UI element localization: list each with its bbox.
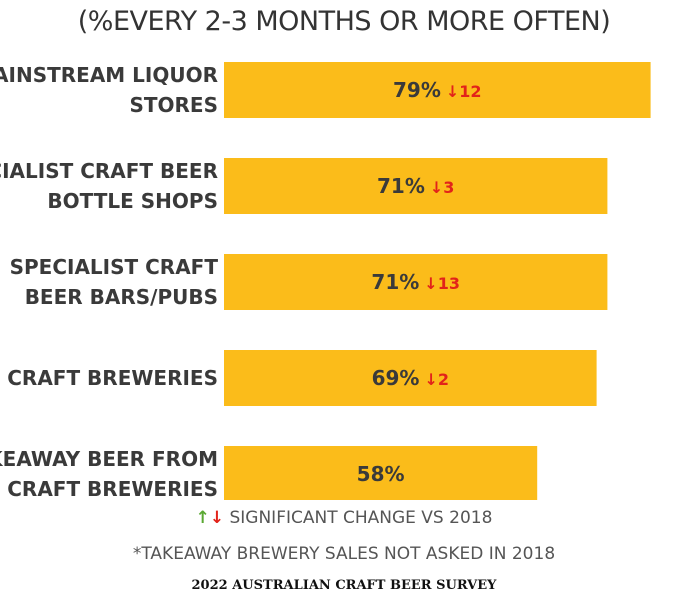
value-label: 58% bbox=[357, 462, 405, 486]
category-label: CRAFT BREWERIES bbox=[7, 477, 218, 500]
category-label: STORES bbox=[129, 93, 218, 117]
change-label: ↓12 bbox=[446, 82, 482, 101]
bar-chart: MAINSTREAM LIQUOR STORES 79% ↓12 SPECIALIST … bbox=[0, 62, 651, 500]
bar-0 bbox=[224, 62, 651, 118]
bar-3 bbox=[224, 350, 597, 406]
data-label: 79% ↓12 bbox=[393, 78, 482, 102]
legend-up-arrow-icon: ↑ bbox=[195, 508, 210, 528]
bar-2 bbox=[224, 254, 608, 310]
legend-text: SIGNIFICANT CHANGE VS 2018 bbox=[229, 508, 493, 528]
data-label: 71% ↓3 bbox=[377, 174, 454, 198]
bar-4 bbox=[224, 446, 538, 500]
source-credit: 2022 AUSTRALIAN CRAFT BEER SURVEY bbox=[191, 578, 497, 593]
value-label: 79% bbox=[393, 78, 441, 102]
change-label: ↓3 bbox=[430, 178, 455, 197]
change-label: ↓2 bbox=[424, 370, 449, 389]
category-label: MAINSTREAM LIQUOR bbox=[0, 63, 218, 87]
category-label: CRAFT BREWERIES bbox=[7, 366, 218, 390]
value-label: 69% bbox=[372, 366, 420, 390]
data-label: 58% bbox=[357, 462, 405, 486]
value-label: 71% bbox=[371, 270, 419, 294]
footnote: *TAKEAWAY BREWERY SALES NOT ASKED IN 201… bbox=[132, 544, 556, 564]
category-label: BOTTLE SHOPS bbox=[47, 189, 218, 213]
category-label: SPECIALIST CRAFT BEER bbox=[0, 159, 218, 183]
category-label: BEER BARS/PUBS bbox=[25, 285, 218, 309]
legend: ↑↓ SIGNIFICANT CHANGE VS 2018 bbox=[0, 508, 688, 528]
category-label: SPECIALIST CRAFT bbox=[10, 255, 219, 279]
value-label: 71% bbox=[377, 174, 425, 198]
data-label: 71% ↓13 bbox=[371, 270, 460, 294]
data-label: 69% ↓2 bbox=[372, 366, 449, 390]
change-label: ↓13 bbox=[424, 274, 460, 293]
chart-title: (%EVERY 2-3 MONTHS OR MORE OFTEN) bbox=[77, 6, 611, 37]
legend-down-arrow-icon: ↓ bbox=[209, 508, 225, 528]
bar-1 bbox=[224, 158, 608, 214]
category-label: TAKEAWAY BEER FROM bbox=[0, 447, 218, 471]
